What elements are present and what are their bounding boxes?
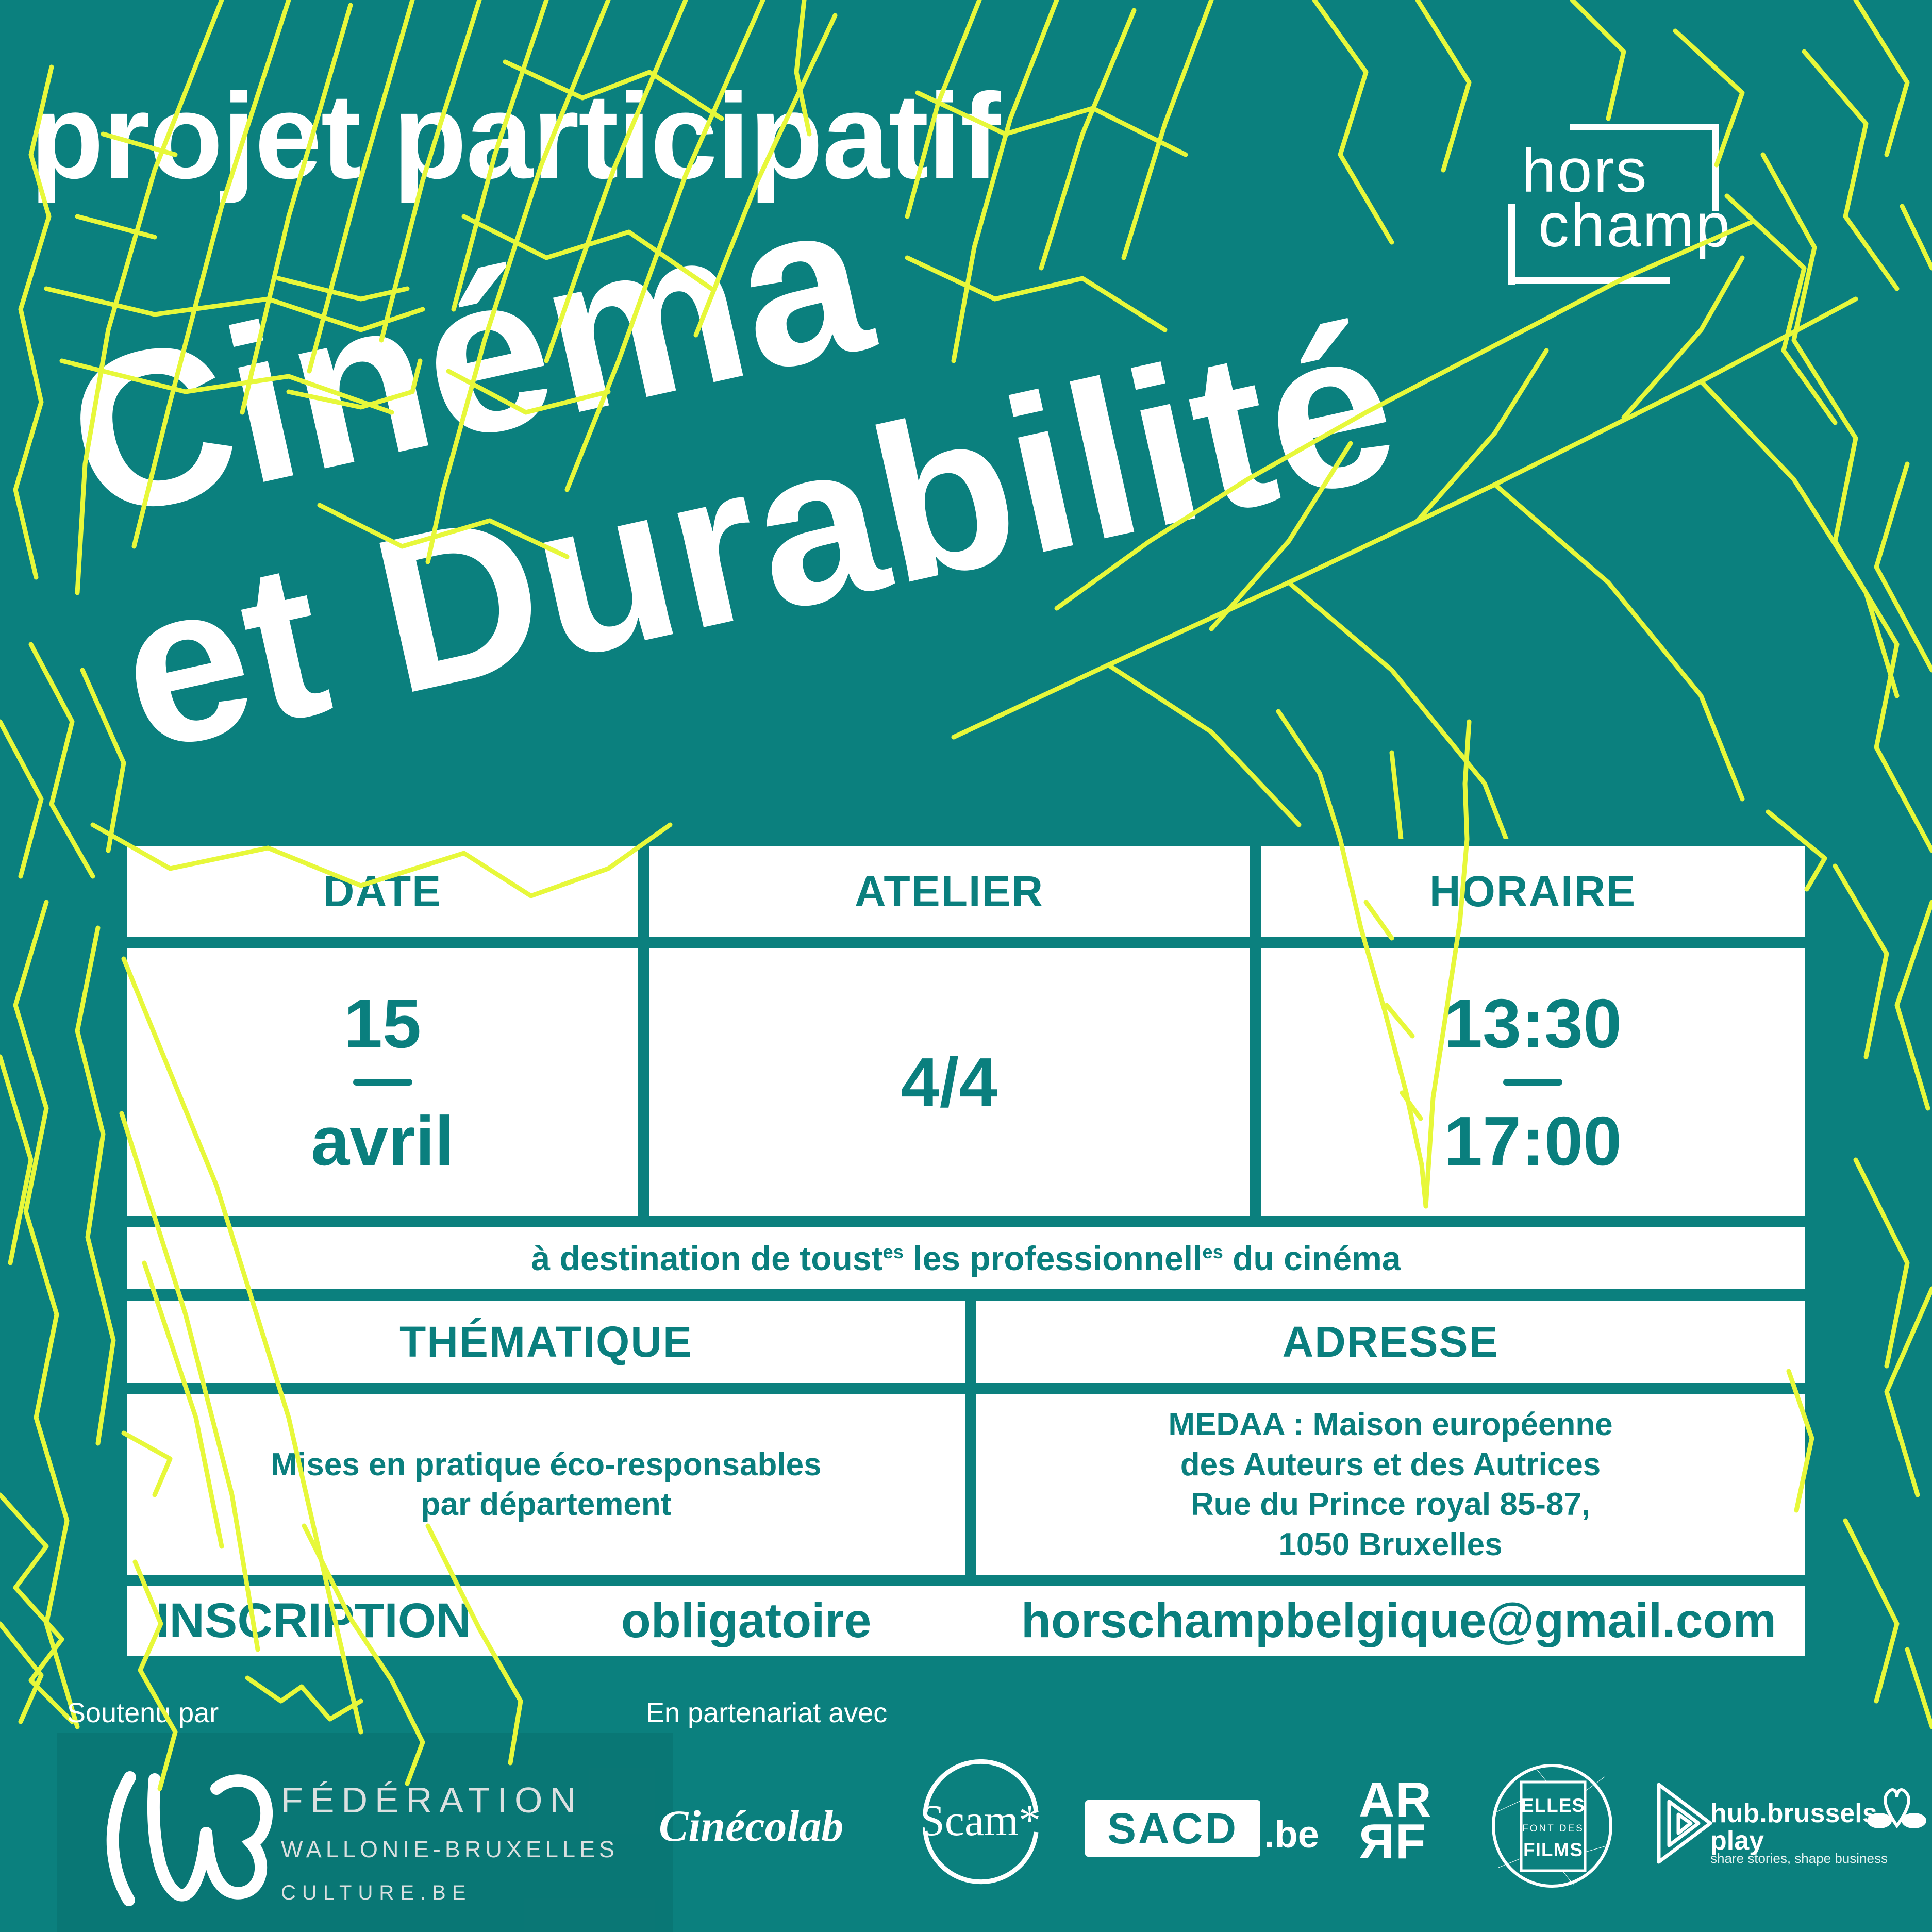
- hub-play-label: play: [1710, 1826, 1764, 1856]
- adresse-line2: des Auteurs et des Autrices: [1180, 1446, 1601, 1483]
- date-cell: 15 avril: [127, 948, 638, 1216]
- thematique-header: THÉMATIQUE: [399, 1317, 693, 1366]
- scam-wordmark: Scam*: [920, 1795, 1041, 1845]
- horaire-start: 13:30: [1443, 984, 1622, 1062]
- play-triangles-icon: [1657, 1783, 1712, 1864]
- horaire-cell: 13:30 17:00: [1261, 948, 1805, 1216]
- sacd-logo-box: SACD: [1085, 1800, 1260, 1857]
- fwb-script-icon: [106, 1771, 273, 1906]
- horaire-dash: [1503, 1078, 1562, 1086]
- atelier-value: 4/4: [901, 1043, 998, 1121]
- thematique-line1: Mises en pratique éco-responsables: [271, 1446, 822, 1483]
- adresse-line3: Rue du Prince royal 85-87,: [1190, 1487, 1591, 1522]
- logo-word-hors: hors: [1522, 136, 1648, 205]
- date-dash: [353, 1078, 412, 1086]
- arrf-line2: ЯF: [1359, 1813, 1427, 1869]
- iris-flower-icon: [1867, 1788, 1926, 1829]
- inscription-label: INSCRIPTION: [156, 1593, 472, 1648]
- inscription-row: INSCRIPTION obligatoire horschampbelgiqu…: [127, 1586, 1805, 1656]
- arrf-line1: AR: [1359, 1772, 1433, 1827]
- elles-line1: ELLES: [1521, 1795, 1585, 1816]
- column-header-horaire: HORAIRE: [1429, 867, 1637, 915]
- hub-brussels-wordmark: hub.brussels: [1710, 1798, 1877, 1828]
- column-header-date: DATE: [323, 867, 442, 915]
- scam-logo: Scam*: [920, 1759, 1041, 1885]
- fwb-culture-url: CULTURE.BE: [281, 1881, 472, 1904]
- cinecolab-logo: Cinécolab: [659, 1801, 844, 1851]
- audience-row: à destination de toustes les professionn…: [127, 1227, 1805, 1289]
- horaire-end: 17:00: [1443, 1102, 1622, 1180]
- elles-line3: FILMS: [1523, 1839, 1583, 1860]
- thematique-cell: Mises en pratique éco-responsables par d…: [127, 1394, 965, 1575]
- date-month: avril: [311, 1102, 454, 1180]
- fwb-name-line2: WALLONIE-BRUXELLES: [281, 1836, 619, 1862]
- adresse-line1: MEDAA : Maison européenne: [1168, 1407, 1613, 1442]
- event-info-table: DATE ATELIER HORAIRE 15 avril 4/4 13:30 …: [120, 839, 1812, 1663]
- atelier-cell: 4/4: [649, 948, 1250, 1216]
- date-day: 15: [343, 984, 422, 1062]
- column-header-atelier: ATELIER: [854, 867, 1044, 915]
- elles-font-des-films-logo: ELLES FONT DES FILMS: [1492, 1764, 1612, 1888]
- elles-line2: FONT DES: [1522, 1823, 1584, 1834]
- arrf-logo: AR ЯF: [1359, 1772, 1433, 1869]
- partnership-label: En partenariat avec: [646, 1697, 888, 1728]
- audience-line: à destination de toustes les professionn…: [531, 1239, 1401, 1277]
- sacd-be-suffix: .be: [1264, 1813, 1319, 1856]
- sacd-wordmark: SACD: [1107, 1804, 1238, 1853]
- inscription-mandatory: obligatoire: [621, 1593, 872, 1648]
- adresse-cell: MEDAA : Maison européenne des Auteurs et…: [976, 1394, 1805, 1575]
- supported-by-label: Soutenu par: [67, 1697, 219, 1728]
- thematique-line2: par département: [421, 1487, 672, 1522]
- hub-tagline: share stories, shape business: [1710, 1851, 1888, 1866]
- adresse-line4: 1050 Bruxelles: [1278, 1526, 1503, 1562]
- inscription-email: horschampbelgique@gmail.com: [1021, 1593, 1776, 1648]
- adresse-header: ADRESSE: [1282, 1317, 1499, 1366]
- fwb-name-line1: FÉDÉRATION: [281, 1780, 583, 1820]
